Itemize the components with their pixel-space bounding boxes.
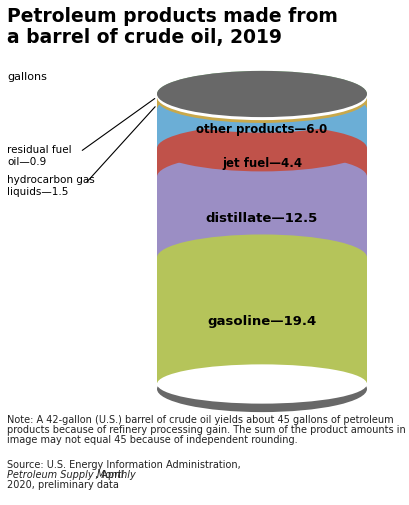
Text: , April: , April xyxy=(95,469,124,479)
Text: Source: U.S. Energy Information Administration,: Source: U.S. Energy Information Administ… xyxy=(7,459,243,469)
Bar xyxy=(157,177,366,258)
Text: Note: A 42-gallon (U.S.) barrel of crude oil yields about 45 gallons of petroleu: Note: A 42-gallon (U.S.) barrel of crude… xyxy=(7,414,393,424)
Text: distillate—12.5: distillate—12.5 xyxy=(205,211,317,224)
Ellipse shape xyxy=(157,87,366,133)
Bar xyxy=(157,149,366,177)
Text: gasoline—19.4: gasoline—19.4 xyxy=(207,314,316,327)
Text: residual fuel
oil—0.9: residual fuel oil—0.9 xyxy=(7,145,72,166)
Ellipse shape xyxy=(157,366,366,412)
Text: products because of refinery processing gain. The sum of the product amounts in : products because of refinery processing … xyxy=(7,424,409,434)
Bar xyxy=(157,110,366,149)
Ellipse shape xyxy=(157,126,366,172)
Text: 2020, preliminary data: 2020, preliminary data xyxy=(7,479,119,489)
Bar xyxy=(157,95,366,100)
Text: Petroleum Supply Monthly: Petroleum Supply Monthly xyxy=(7,469,135,479)
Ellipse shape xyxy=(157,72,366,118)
Ellipse shape xyxy=(157,75,366,121)
Text: gallons: gallons xyxy=(7,72,47,82)
Text: image may not equal 45 because of independent rounding.: image may not equal 45 because of indepe… xyxy=(7,434,297,444)
Ellipse shape xyxy=(157,235,366,281)
Text: jet fuel—4.4: jet fuel—4.4 xyxy=(221,157,301,170)
Bar xyxy=(157,100,366,110)
Text: other products—6.0: other products—6.0 xyxy=(196,123,327,136)
Ellipse shape xyxy=(157,78,366,124)
Text: hydrocarbon gas
liquids—1.5: hydrocarbon gas liquids—1.5 xyxy=(7,175,94,196)
Bar xyxy=(157,258,366,383)
Ellipse shape xyxy=(157,365,366,404)
Ellipse shape xyxy=(160,75,363,115)
Ellipse shape xyxy=(157,72,366,118)
Ellipse shape xyxy=(157,155,366,200)
Text: Petroleum products made from
a barrel of crude oil, 2019: Petroleum products made from a barrel of… xyxy=(7,7,337,47)
